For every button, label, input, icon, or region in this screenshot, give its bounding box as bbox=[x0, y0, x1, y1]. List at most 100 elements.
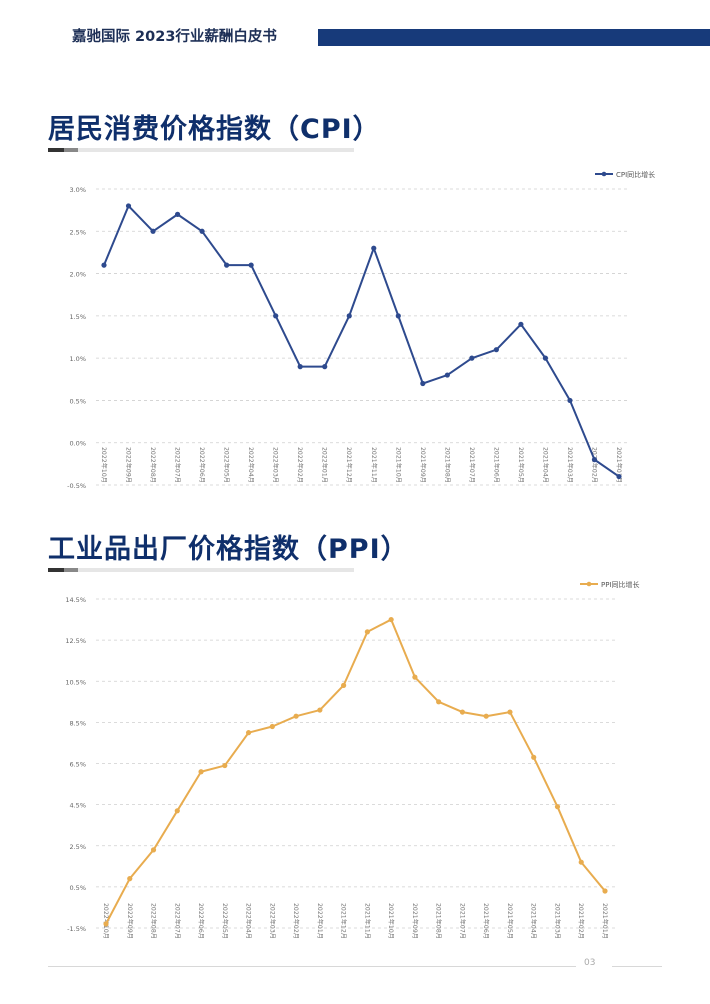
cpi-data-point bbox=[567, 397, 573, 404]
cpi-x-tick-label: 2021年08月 bbox=[443, 447, 451, 483]
ppi-data-point bbox=[364, 629, 370, 635]
cpi-y-tick-label: 0.0% bbox=[69, 440, 86, 448]
ppi-data-point bbox=[103, 921, 109, 927]
ppi-x-tick-label: 2021年09月 bbox=[411, 903, 419, 939]
cpi-x-tick-label: 2022年02月 bbox=[296, 447, 304, 483]
ppi-data-point bbox=[436, 699, 442, 705]
ppi-data-point bbox=[127, 876, 133, 882]
cpi-x-tick-label: 2022年06月 bbox=[198, 447, 206, 483]
cpi-x-tick-label: 2022年04月 bbox=[247, 447, 255, 483]
ppi-x-tick-label: 2021年02月 bbox=[577, 903, 585, 939]
cpi-data-point bbox=[395, 313, 401, 319]
ppi-y-tick-label: 6.5% bbox=[69, 761, 86, 769]
ppi-x-tick-label: 2021年04月 bbox=[530, 903, 538, 939]
ppi-x-tick-label: 2022年08月 bbox=[150, 903, 158, 939]
ppi-y-tick-label: 12.5% bbox=[65, 637, 86, 645]
ppi-data-point bbox=[222, 762, 228, 769]
cpi-x-tick-label: 2021年10月 bbox=[394, 447, 402, 483]
ppi-data-point bbox=[317, 707, 323, 713]
cpi-data-point bbox=[224, 262, 230, 268]
cpi-data-point bbox=[150, 228, 156, 234]
ppi-y-tick-label: 14.5% bbox=[65, 596, 86, 604]
cpi-data-point bbox=[444, 372, 450, 378]
cpi-title-underline bbox=[48, 148, 354, 152]
cpi-x-tick-label: 2021年03月 bbox=[566, 447, 574, 483]
cpi-legend-label: CPI同比增长 bbox=[616, 170, 655, 179]
cpi-data-point bbox=[322, 364, 328, 370]
ppi-x-tick-label: 2021年08月 bbox=[435, 903, 443, 939]
cpi-data-point bbox=[174, 211, 181, 217]
ppi-x-tick-label: 2022年06月 bbox=[197, 903, 205, 939]
cpi-x-tick-label: 2021年07月 bbox=[468, 447, 476, 483]
page-number: 03 bbox=[584, 958, 596, 968]
cpi-x-tick-label: 2022年03月 bbox=[272, 447, 280, 483]
cpi-x-tick-label: 2022年10月 bbox=[100, 447, 108, 483]
cpi-data-point bbox=[273, 313, 279, 319]
cpi-x-tick-label: 2022年08月 bbox=[149, 447, 157, 483]
ppi-data-point bbox=[269, 723, 275, 730]
ppi-data-point bbox=[531, 754, 537, 760]
ppi-y-tick-label: -1.5% bbox=[67, 925, 86, 933]
cpi-data-point bbox=[542, 355, 549, 361]
ppi-x-tick-label: 2021年07月 bbox=[458, 903, 466, 939]
cpi-data-point bbox=[420, 380, 426, 387]
cpi-y-tick-label: 1.5% bbox=[69, 313, 86, 321]
ppi-section-title: 工业品出厂价格指数（PPI） bbox=[48, 534, 409, 565]
ppi-x-tick-label: 2022年03月 bbox=[268, 903, 276, 939]
ppi-data-point bbox=[483, 713, 489, 719]
ppi-data-point bbox=[341, 682, 347, 688]
ppi-data-point bbox=[174, 808, 180, 814]
ppi-y-tick-label: 4.5% bbox=[69, 802, 86, 810]
cpi-x-tick-label: 2022年01月 bbox=[321, 447, 329, 483]
ppi-data-point bbox=[554, 804, 561, 810]
ppi-x-tick-label: 2022年07月 bbox=[173, 903, 181, 939]
footer-line-left bbox=[48, 966, 576, 967]
ppi-x-tick-label: 2021年12月 bbox=[340, 903, 348, 939]
cpi-y-tick-label: 1.0% bbox=[69, 355, 86, 363]
cpi-legend-marker bbox=[601, 171, 607, 177]
cpi-x-tick-label: 2021年02月 bbox=[590, 447, 598, 483]
cpi-y-tick-label: -0.5% bbox=[67, 482, 86, 490]
ppi-y-tick-label: 10.5% bbox=[65, 678, 86, 686]
footer-line-right bbox=[612, 966, 662, 967]
cpi-section-title: 居民消费价格指数（CPI） bbox=[48, 114, 381, 145]
ppi-x-tick-label: 2022年10月 bbox=[102, 903, 110, 939]
cpi-data-point bbox=[371, 245, 377, 251]
ppi-data-point bbox=[412, 674, 418, 680]
ppi-x-tick-label: 2021年01月 bbox=[601, 903, 609, 939]
ppi-series-line bbox=[105, 618, 606, 925]
cpi-data-point bbox=[493, 347, 499, 353]
ppi-data-point bbox=[245, 730, 252, 736]
ppi-data-point bbox=[293, 713, 299, 719]
header: 嘉驰国际 2023行业薪酬白皮书 bbox=[0, 26, 710, 48]
cpi-x-tick-label: 2022年07月 bbox=[174, 447, 182, 483]
cpi-x-tick-label: 2021年04月 bbox=[541, 447, 549, 483]
ppi-chart: 14.5% 12.5% 10.5% 8.5% 6.5% 4.5% 2.5% 0.5% -1.5%… bbox=[65, 580, 639, 939]
cpi-x-tick-label: 2022年09月 bbox=[125, 447, 133, 483]
ppi-x-tick-label: 2021年11月 bbox=[363, 903, 371, 939]
ppi-y-tick-label: 2.5% bbox=[69, 843, 86, 851]
ppi-y-tick-label: 8.5% bbox=[69, 719, 86, 727]
cpi-data-point bbox=[346, 313, 352, 319]
ppi-x-tick-label: 2022年05月 bbox=[221, 903, 229, 939]
header-bar bbox=[318, 29, 710, 46]
ppi-x-tick-label: 2022年02月 bbox=[292, 903, 300, 939]
ppi-x-tick-label: 2021年10月 bbox=[387, 903, 395, 939]
ppi-data-point bbox=[578, 859, 584, 865]
cpi-x-tick-label: 2021年12月 bbox=[345, 447, 353, 483]
header-title: 嘉驰国际 2023行业薪酬白皮书 bbox=[72, 29, 277, 45]
cpi-chart: 3.0% 2.5% 2.0% 1.5% 1.0% 0.5% 0.0% -0.5% 2022年10… bbox=[67, 170, 655, 490]
cpi-data-point bbox=[248, 262, 254, 268]
cpi-x-tick-label: 2021年09月 bbox=[419, 447, 427, 483]
ppi-data-point bbox=[388, 616, 394, 623]
ppi-y-tick-label: 0.5% bbox=[69, 884, 86, 892]
cpi-data-point bbox=[518, 321, 524, 327]
ppi-title-underline bbox=[48, 568, 354, 572]
cpi-y-tick-label: 0.5% bbox=[69, 397, 86, 405]
ppi-x-tick-label: 2021年03月 bbox=[553, 903, 561, 939]
ppi-data-point bbox=[459, 709, 466, 715]
ppi-legend-marker bbox=[586, 581, 592, 587]
ppi-data-point bbox=[602, 888, 608, 894]
cpi-data-point bbox=[616, 473, 622, 480]
cpi-y-tick-label: 2.5% bbox=[69, 228, 86, 236]
